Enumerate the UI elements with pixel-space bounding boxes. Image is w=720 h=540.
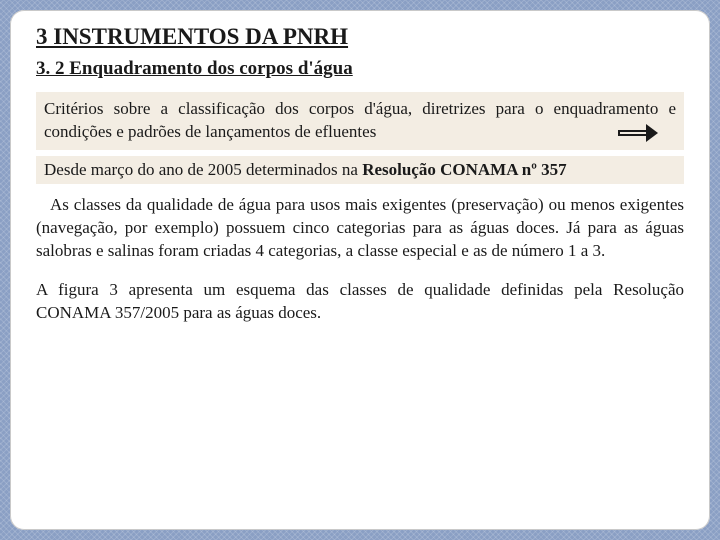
resolution-box: Desde março do ano de 2005 determinados … bbox=[36, 156, 684, 184]
criteria-text: Critérios sobre a classificação dos corp… bbox=[44, 99, 676, 141]
paragraph-2: A figura 3 apresenta um esquema das clas… bbox=[36, 279, 684, 325]
section-title: 3 INSTRUMENTOS DA PNRH bbox=[36, 24, 684, 50]
content-card: 3 INSTRUMENTOS DA PNRH 3. 2 Enquadrament… bbox=[10, 10, 710, 530]
resolution-bold: Resolução CONAMA nº 357 bbox=[362, 160, 566, 179]
resolution-prefix: Desde março do ano de 2005 determinados … bbox=[44, 160, 362, 179]
section-subtitle: 3. 2 Enquadramento dos corpos d'água bbox=[36, 58, 684, 80]
paragraph-1: As classes da qualidade de água para uso… bbox=[36, 194, 684, 263]
right-arrow-icon bbox=[618, 124, 658, 142]
criteria-box: Critérios sobre a classificação dos corp… bbox=[36, 92, 684, 150]
